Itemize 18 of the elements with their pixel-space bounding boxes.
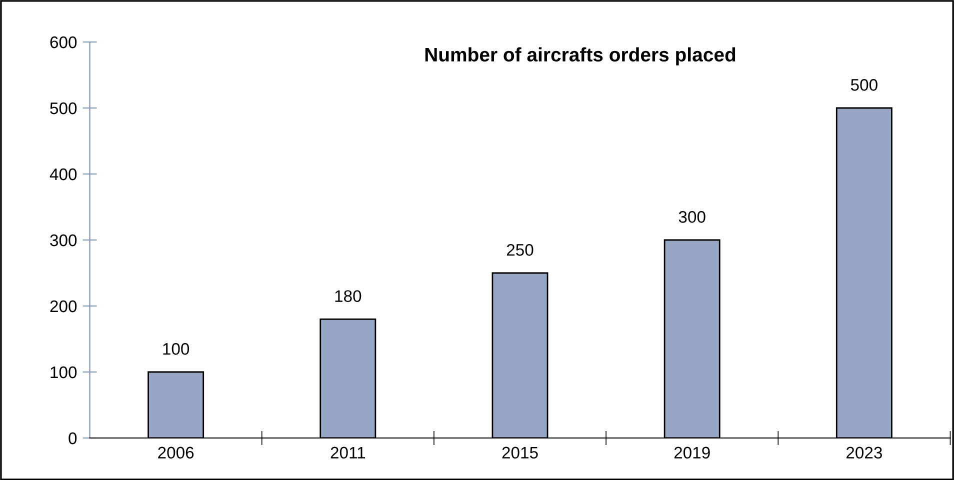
x-tick-label: 2019 bbox=[674, 446, 710, 459]
data-label: 500 bbox=[850, 79, 878, 91]
y-tick-label: 600 bbox=[50, 36, 77, 48]
x-tick-label: 2006 bbox=[158, 446, 194, 459]
data-label: 180 bbox=[335, 290, 362, 302]
y-tick-label: 100 bbox=[50, 366, 77, 378]
y-tick-label: 0 bbox=[68, 432, 77, 444]
x-tick-label: 2015 bbox=[502, 446, 538, 459]
y-tick-label: 300 bbox=[50, 234, 77, 246]
chart-title: Number of aircrafts orders placed bbox=[425, 47, 736, 66]
y-tick-label: 500 bbox=[50, 102, 77, 114]
y-tick-label: 400 bbox=[50, 168, 77, 180]
data-label: 300 bbox=[678, 211, 706, 223]
y-tick-label: 200 bbox=[50, 300, 77, 312]
data-label: 100 bbox=[163, 343, 190, 355]
x-tick-label: 2023 bbox=[846, 446, 882, 459]
x-tick-label: 2011 bbox=[330, 446, 366, 459]
data-label: 250 bbox=[506, 244, 534, 256]
